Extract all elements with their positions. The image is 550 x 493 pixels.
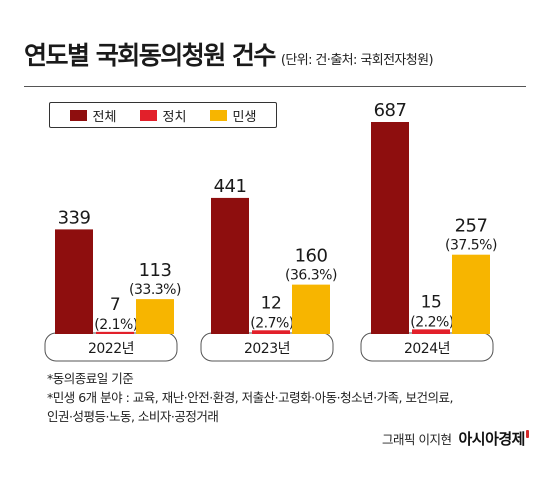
legend-item-total: 전체 bbox=[69, 106, 117, 125]
title-divider bbox=[24, 86, 526, 87]
bar-livelihood-0 bbox=[136, 299, 174, 334]
year-label-2: 2024년 bbox=[404, 341, 450, 357]
notes: *동의종료일 기준 *민생 6개 분야 : 교육, 재난·안전·환경, 저출산·… bbox=[47, 369, 527, 426]
legend: 전체 정치 민생 bbox=[49, 102, 277, 128]
unit-source-note: (단위: 건·출처: 국회전자청원) bbox=[280, 53, 434, 68]
value-label-total-2: 687 bbox=[374, 100, 407, 121]
chart-title: 연도별 국회동의청원 건수 bbox=[24, 41, 276, 70]
credit: 그래픽 이지현 아시아경제 bbox=[382, 428, 529, 449]
bar-total-2 bbox=[371, 122, 409, 334]
publisher-name: 아시아경제 bbox=[458, 430, 525, 448]
value-label-politics-2: 15 bbox=[421, 292, 442, 312]
publisher-logo: 아시아경제 bbox=[458, 428, 529, 449]
year-label-1: 2023년 bbox=[244, 341, 290, 357]
value-label-politics-1: 12 bbox=[261, 293, 282, 313]
legend-label-livelihood: 민생 bbox=[232, 109, 257, 125]
value-label-total-1: 441 bbox=[214, 176, 247, 197]
legend-swatch-politics bbox=[139, 109, 157, 121]
value-label-livelihood-1: 160 bbox=[295, 246, 328, 267]
graphic-credit: 그래픽 이지현 bbox=[382, 432, 452, 447]
note-livelihood-fields: *민생 6개 분야 : 교육, 재난·안전·환경, 저출산·고령화·아동·청소년… bbox=[47, 390, 453, 405]
legend-swatch-livelihood bbox=[209, 109, 227, 121]
bar-politics-1 bbox=[252, 330, 290, 334]
year-label-0: 2022년 bbox=[88, 341, 134, 357]
bar-politics-2 bbox=[412, 329, 450, 334]
legend-item-politics: 정치 bbox=[139, 106, 187, 125]
share-label-politics-0: (2.1%) bbox=[94, 317, 138, 333]
bar-total-1 bbox=[211, 197, 249, 334]
share-label-livelihood-1: (36.3%) bbox=[285, 268, 337, 284]
bar-livelihood-1 bbox=[292, 284, 330, 334]
logo-mark-icon bbox=[526, 430, 529, 438]
note-livelihood-fields-cont: 인권·성평등·노동, 소비자·공정거래 bbox=[47, 409, 219, 424]
share-label-politics-1: (2.7%) bbox=[250, 315, 294, 331]
value-label-total-0: 339 bbox=[58, 207, 91, 228]
share-label-livelihood-0: (33.3%) bbox=[129, 282, 181, 298]
note-basis: *동의종료일 기준 bbox=[47, 371, 134, 386]
value-label-livelihood-0: 113 bbox=[139, 260, 172, 281]
legend-swatch-total bbox=[69, 109, 87, 121]
legend-item-livelihood: 민생 bbox=[209, 106, 257, 125]
share-label-politics-2: (2.2%) bbox=[410, 314, 454, 330]
value-label-politics-0: 7 bbox=[110, 295, 120, 315]
bar-livelihood-2 bbox=[452, 254, 490, 334]
legend-label-total: 전체 bbox=[92, 109, 117, 125]
bar-total-0 bbox=[55, 229, 93, 334]
legend-label-politics: 정치 bbox=[162, 109, 187, 125]
bar-politics-0 bbox=[96, 331, 134, 334]
chart-header: 연도별 국회동의청원 건수 (단위: 건·출처: 국회전자청원) bbox=[24, 36, 434, 72]
share-label-livelihood-2: (37.5%) bbox=[445, 238, 497, 254]
value-label-livelihood-2: 257 bbox=[455, 216, 488, 237]
